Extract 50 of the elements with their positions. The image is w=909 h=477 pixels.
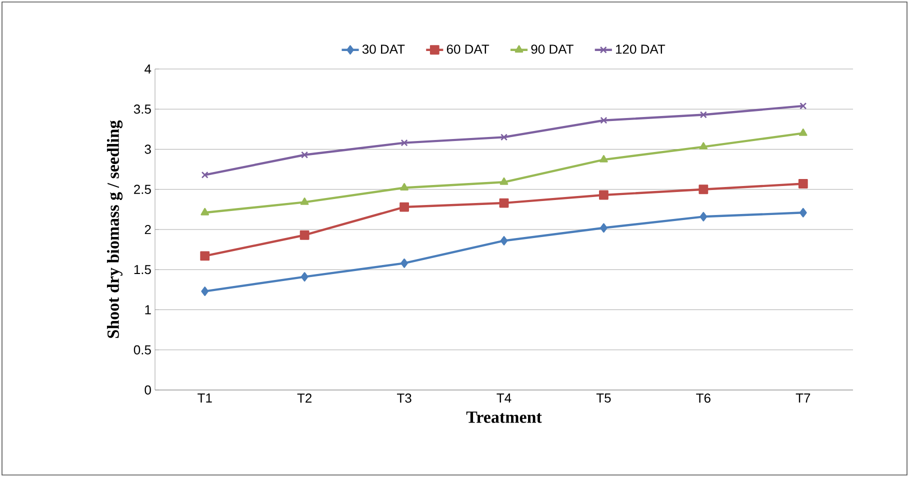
legend-label: 90 DAT <box>531 44 574 54</box>
point <box>300 198 309 205</box>
x-tick-label: T6 <box>696 394 710 403</box>
x-tick-label: T5 <box>596 394 611 403</box>
point <box>200 251 210 261</box>
y-tick-label: 3.5 <box>134 104 151 114</box>
point <box>500 177 508 185</box>
point <box>201 171 208 178</box>
y-tick-label: 4 <box>144 64 152 74</box>
point <box>698 184 708 194</box>
y-tick-label: 1.5 <box>134 265 151 274</box>
point <box>301 151 308 158</box>
y-tick-label: 0.5 <box>134 345 151 354</box>
point <box>400 258 408 268</box>
point <box>400 139 408 146</box>
x-tick-label: T4 <box>496 394 512 402</box>
y-tick-label: 0 <box>144 385 151 395</box>
point <box>200 208 210 216</box>
x-tick-label: T1 <box>198 394 212 402</box>
point <box>798 128 808 136</box>
y-tick-label: 3 <box>144 144 151 154</box>
point <box>300 230 310 240</box>
point <box>499 198 509 208</box>
point <box>699 142 708 150</box>
point <box>600 154 608 162</box>
point <box>599 190 608 200</box>
legend-label: 60 DAT <box>446 44 490 54</box>
point <box>500 236 508 246</box>
y-tick-label: 2.5 <box>134 184 151 194</box>
x-tick-label: T2 <box>297 394 312 403</box>
point <box>400 183 408 190</box>
point <box>300 272 308 282</box>
point <box>500 134 508 141</box>
x-tick-label: T7 <box>796 394 810 402</box>
point <box>201 286 209 296</box>
point <box>800 102 807 110</box>
y-tick-label: 2 <box>144 224 151 234</box>
point <box>600 116 608 124</box>
point <box>700 212 708 222</box>
legend-label: 30 DAT <box>362 44 405 54</box>
point <box>799 208 807 218</box>
y-tick-label: 1 <box>145 305 151 314</box>
x-axis-title: Treatment <box>466 412 542 423</box>
point <box>600 223 608 233</box>
point <box>400 202 409 212</box>
point <box>798 179 808 188</box>
legend-label: 120 DAT <box>616 44 666 54</box>
point <box>700 111 707 118</box>
x-tick-label: T3 <box>397 394 412 403</box>
y-axis-title: Shoot dry biomass g / seedling <box>106 120 123 338</box>
